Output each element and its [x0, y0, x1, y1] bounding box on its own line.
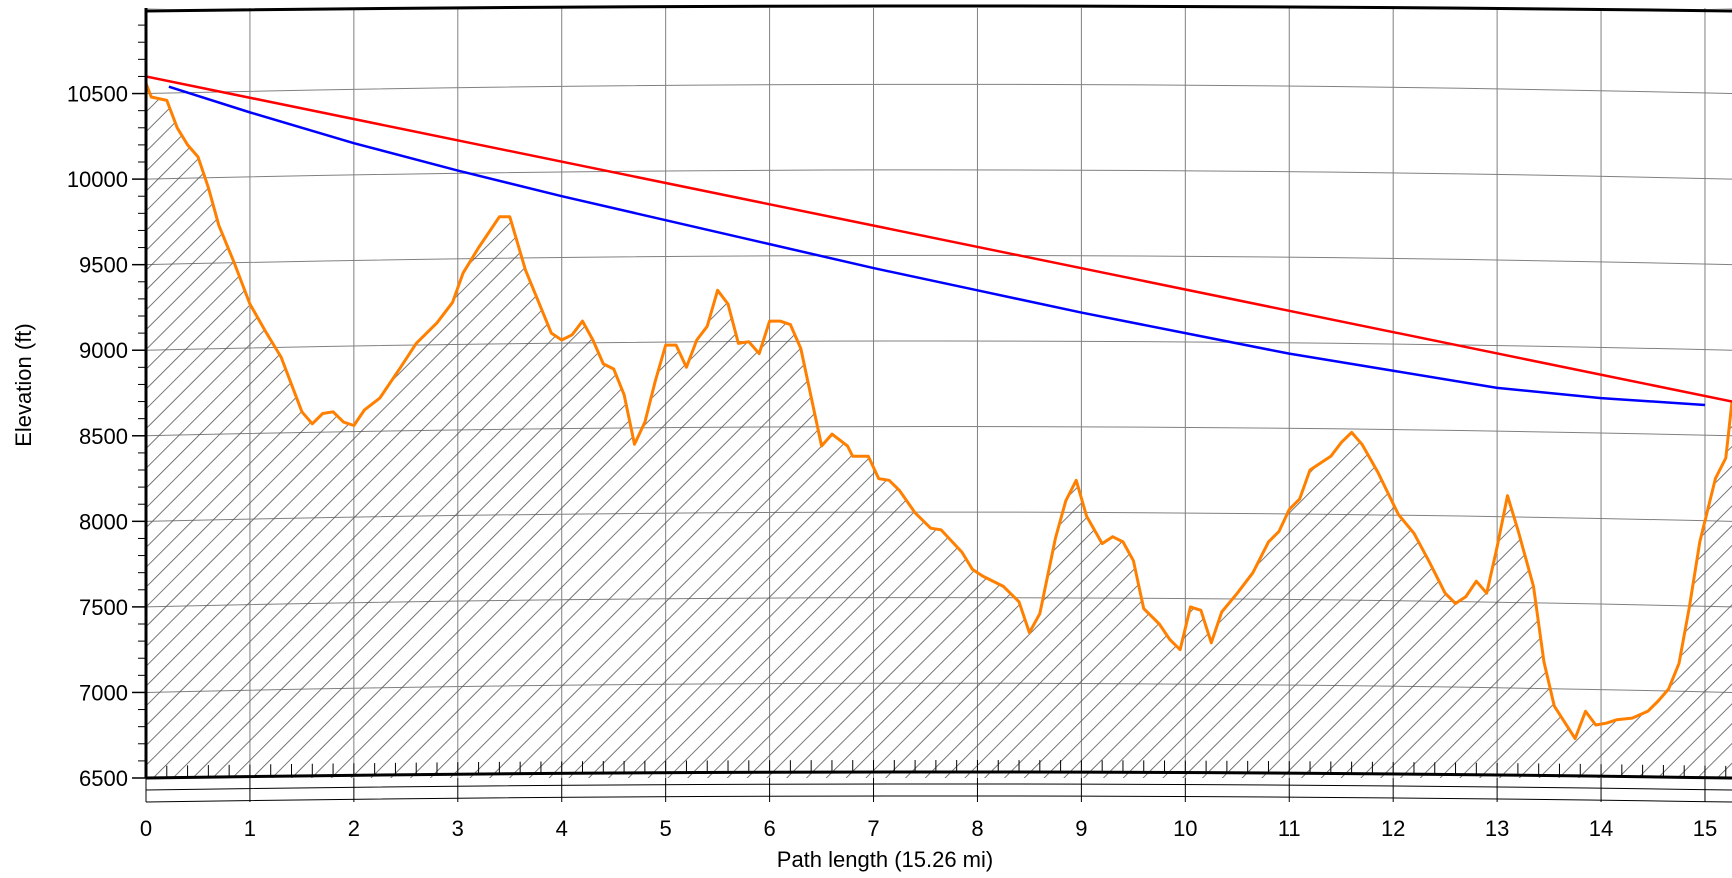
gridline-y-9000: [146, 340, 1732, 351]
x-tick-label-6: 6: [763, 816, 775, 841]
gridline-y-9500: [146, 254, 1732, 266]
y-tick-label-6500: 6500: [79, 766, 128, 791]
terrain-fill: [146, 83, 1732, 779]
y-tick-label-10500: 10500: [67, 82, 128, 107]
x-tick-label-7: 7: [867, 816, 879, 841]
x-tick-label-8: 8: [971, 816, 983, 841]
x-tick-label-10: 10: [1173, 816, 1197, 841]
top-border: [145, 4, 1732, 13]
x-tick-label-2: 2: [348, 816, 360, 841]
x-tick-label-0: 0: [140, 816, 152, 841]
terrain-layer: [146, 82, 1732, 779]
path-lines-layer: [146, 75, 1732, 407]
line-of-sight-line: [146, 75, 1732, 403]
x-tick-label-13: 13: [1485, 816, 1509, 841]
y-tick-label-7500: 7500: [79, 595, 128, 620]
y-tick-label-9500: 9500: [79, 253, 128, 278]
x-tick-label-15: 15: [1693, 816, 1717, 841]
gridline-y-10500: [146, 83, 1732, 95]
scale-line-1: [145, 783, 1732, 791]
axis-ticks: 6500 7000 7500 8000 8500 9000 9500 10000 10500 0 1…: [67, 24, 1717, 841]
y-tick-label-8000: 8000: [79, 509, 128, 534]
scale-line-2: [145, 795, 1732, 803]
x-tick-label-3: 3: [452, 816, 464, 841]
terrain-line: [146, 82, 1732, 741]
y-axis-title: Elevation (ft): [11, 323, 36, 447]
y-tick-label-10000: 10000: [67, 167, 128, 192]
x-tick-label-5: 5: [660, 816, 672, 841]
y-tick-label-7000: 7000: [79, 680, 128, 705]
x-tick-label-9: 9: [1075, 816, 1087, 841]
bottom-border: [145, 770, 1732, 780]
y-tick-label-9000: 9000: [79, 338, 128, 363]
y-tick-label-8500: 8500: [79, 424, 128, 449]
radio-path-line: [168, 85, 1706, 407]
plot-frame: [144, 4, 1732, 803]
x-tick-label-1: 1: [244, 816, 256, 841]
x-tick-label-14: 14: [1589, 816, 1613, 841]
gridline-y-10000: [146, 169, 1732, 180]
x-tick-label-11: 11: [1278, 816, 1301, 841]
x-tick-label-12: 12: [1381, 816, 1405, 841]
x-axis-title: Path length (15.26 mi): [777, 847, 993, 872]
x-tick-label-4: 4: [556, 816, 568, 841]
